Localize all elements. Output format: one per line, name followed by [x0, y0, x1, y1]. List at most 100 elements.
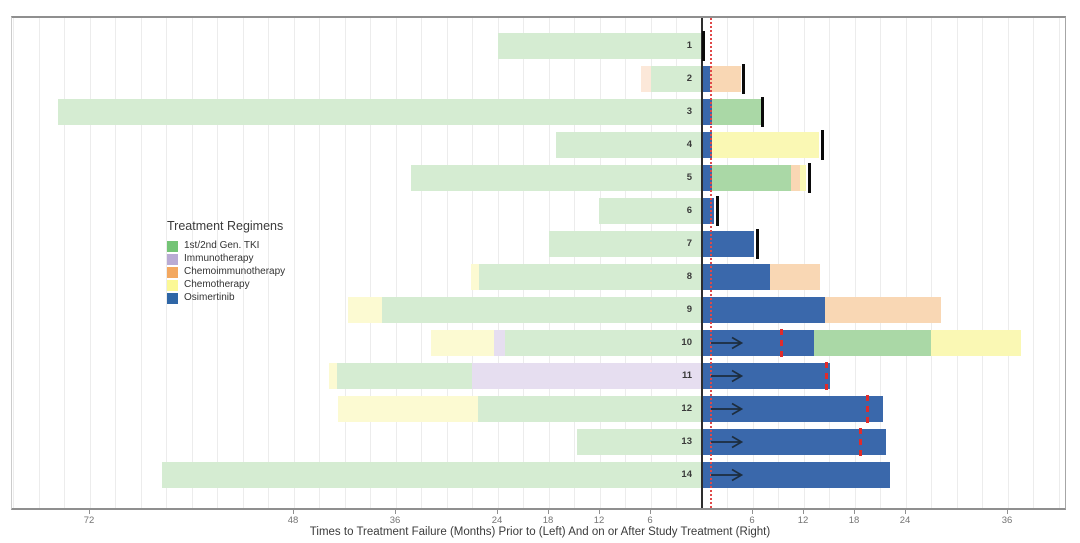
x-axis-tick — [395, 510, 396, 514]
x-axis-tick — [293, 510, 294, 514]
gridline — [1033, 18, 1034, 508]
bar-p5-post-chemoimmunotherapy — [791, 165, 800, 191]
ongoing-arrow-icon — [711, 435, 744, 449]
x-axis-tick-label: 18 — [542, 515, 554, 526]
bar-p11-prior-tki — [337, 363, 472, 389]
bar-p5-post-tki — [712, 165, 792, 191]
patient-label: 4 — [686, 139, 692, 150]
bar-p9-post-chemoimmunotherapy — [825, 297, 941, 323]
bar-p10-post-tki — [814, 330, 931, 356]
legend-item-label: 1st/2nd Gen. TKI — [184, 240, 260, 251]
gridline — [319, 18, 320, 508]
gridline — [217, 18, 218, 508]
legend-item-osimertinib: Osimertinib — [167, 292, 285, 304]
x-axis-tick — [89, 510, 90, 514]
bar-p1-prior-tki — [498, 33, 702, 59]
bar-p11-prior-immunotherapy — [471, 363, 702, 389]
gridline — [89, 18, 91, 508]
gridline — [344, 18, 346, 508]
gridline — [982, 18, 983, 508]
legend-item-tki: 1st/2nd Gen. TKI — [167, 240, 285, 252]
gridline — [115, 18, 116, 508]
x-axis-tick — [1007, 510, 1008, 514]
end-tick-marker — [715, 196, 719, 226]
gridline — [931, 18, 932, 508]
patient-label: 6 — [686, 205, 692, 216]
gridline — [752, 18, 754, 508]
bar-p14-prior-tki — [162, 462, 702, 488]
gridline — [956, 18, 958, 508]
x-axis-tick-label: 48 — [287, 515, 299, 526]
bar-p6-post-osimertinib — [702, 198, 714, 224]
bar-p4-post-chemotherapy — [712, 132, 820, 158]
gridline — [727, 18, 728, 508]
progression-dash-marker — [779, 329, 783, 357]
end-tick-marker — [742, 64, 746, 94]
bar-p11-prior-chemotherapy — [328, 363, 338, 389]
legend-swatch-osimertinib — [167, 292, 178, 304]
gridline — [676, 18, 677, 508]
bar-p5-post-chemotherapy — [799, 165, 806, 191]
patient-label: 1 — [686, 40, 692, 51]
gridline — [1058, 18, 1060, 508]
bar-p12-prior-chemotherapy — [338, 396, 478, 422]
x-axis-tick — [599, 510, 600, 514]
gridline — [574, 18, 575, 508]
legend-item-chemotherapy: Chemotherapy — [167, 279, 285, 291]
gridline — [905, 18, 907, 508]
end-tick-marker — [702, 31, 706, 61]
ongoing-arrow-icon — [711, 336, 744, 350]
legend: Treatment Regimens 1st/2nd Gen. TKI Immun… — [167, 219, 285, 305]
bar-p6-prior-tki — [599, 198, 702, 224]
x-axis-tick — [497, 510, 498, 514]
bar-p8-prior-tki — [479, 264, 702, 290]
x-axis-tick — [650, 510, 651, 514]
plot-panel: 1 2 3 4 5 6 7 8 9 10 11 12 13 14 — [11, 16, 1066, 510]
x-axis-tick-label: 12 — [593, 515, 605, 526]
ongoing-arrow-icon — [711, 369, 744, 383]
gridline — [880, 18, 881, 508]
x-axis-tick-label: 36 — [1001, 515, 1013, 526]
gridline — [191, 18, 193, 508]
bar-p8-post-chemoimmunotherapy — [770, 264, 821, 290]
legend-title: Treatment Regimens — [167, 219, 284, 233]
progression-dash-marker — [825, 362, 829, 390]
bar-p2-post-osimertinib — [702, 66, 710, 92]
x-axis-tick-label: 18 — [848, 515, 860, 526]
patient-label: 9 — [686, 304, 692, 315]
patient-label: 10 — [681, 337, 692, 348]
gridline — [421, 18, 422, 508]
legend-item-label: Chemotherapy — [184, 279, 250, 290]
legend-item-immunotherapy: Immunotherapy — [167, 253, 285, 265]
bar-p10-post-chemotherapy — [930, 330, 1021, 356]
x-axis-tick — [854, 510, 855, 514]
bar-p4-prior-tki — [555, 132, 702, 158]
legend-swatch-chemotherapy — [167, 279, 178, 291]
gridline — [829, 18, 830, 508]
gridline — [293, 18, 295, 508]
end-tick-marker — [760, 97, 764, 127]
x-axis-tick — [548, 510, 549, 514]
bar-p8-post-osimertinib — [702, 264, 770, 290]
patient-label: 14 — [681, 469, 692, 480]
gridline — [599, 18, 601, 508]
bar-p10-prior-tki — [504, 330, 702, 356]
bar-p9-prior-tki — [382, 297, 702, 323]
study-start-dotted-line — [709, 18, 712, 508]
x-axis-tick-label: 24 — [491, 515, 503, 526]
end-tick-marker — [821, 130, 825, 160]
gridline — [650, 18, 652, 508]
end-tick-marker — [808, 163, 812, 193]
gridline — [497, 18, 499, 508]
gridline — [370, 18, 371, 508]
gridline — [548, 18, 550, 508]
gridline — [778, 18, 779, 508]
gridline — [13, 18, 14, 508]
x-axis-tick-label: 72 — [83, 515, 95, 526]
patient-label: 2 — [686, 73, 692, 84]
legend-swatch-chemoimmunotherapy — [167, 266, 178, 278]
bar-p2-prior-tki — [651, 66, 702, 92]
gridline — [140, 18, 142, 508]
bar-p9-post-osimertinib — [702, 297, 826, 323]
